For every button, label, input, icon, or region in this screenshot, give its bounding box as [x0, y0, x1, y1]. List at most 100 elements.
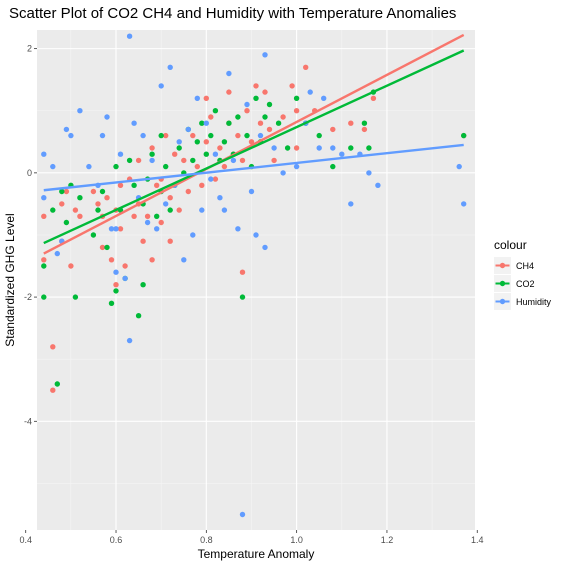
point-humidity	[456, 163, 462, 170]
legend-label-humidity: Humidity	[516, 297, 552, 307]
point-humidity	[63, 126, 70, 133]
point-humidity	[366, 170, 372, 176]
point-humidity	[280, 170, 286, 176]
point-humidity	[99, 132, 106, 139]
point-humidity	[126, 33, 133, 39]
point-humidity	[41, 195, 47, 201]
y-tick-label: -4	[24, 416, 32, 426]
point-humidity	[307, 89, 313, 95]
x-axis-ticks: 0.4 0.6 0.8 1.0 1.2 1.4	[19, 530, 484, 545]
trend-line-humidity	[43, 143, 464, 192]
point-ch4	[226, 89, 232, 95]
point-co2	[77, 195, 83, 201]
point-ch4	[158, 219, 164, 226]
point-co2	[348, 145, 354, 151]
point-co2	[54, 381, 60, 387]
point-ch4	[370, 95, 377, 102]
point-ch4	[330, 126, 336, 133]
point-co2	[113, 288, 119, 294]
x-tick-label: 1.2	[381, 535, 394, 545]
point-ch4	[117, 226, 124, 232]
point-ch4	[99, 244, 106, 251]
point-ch4	[239, 269, 246, 275]
point-humidity	[104, 114, 110, 120]
point-humidity	[339, 151, 345, 157]
point-ch4	[244, 108, 250, 114]
legend-point-co2	[499, 280, 506, 287]
point-co2	[235, 114, 241, 120]
legend-item-ch4: CH4	[494, 257, 534, 274]
point-humidity	[221, 207, 228, 213]
point-ch4	[50, 387, 56, 393]
point-humidity	[253, 232, 259, 238]
point-ch4	[266, 126, 273, 133]
point-co2	[212, 108, 219, 114]
point-ch4	[72, 207, 79, 213]
point-co2	[330, 163, 336, 170]
point-co2	[167, 207, 173, 213]
point-ch4	[203, 95, 209, 102]
point-ch4	[253, 83, 259, 89]
point-ch4	[41, 213, 47, 219]
point-humidity	[348, 201, 354, 207]
point-ch4	[149, 257, 155, 263]
point-co2	[131, 182, 137, 188]
point-ch4	[41, 257, 47, 263]
point-ch4	[59, 201, 65, 207]
y-axis-title: Standardized GHG Level	[3, 213, 17, 346]
point-ch4	[303, 64, 309, 71]
point-humidity	[271, 145, 277, 151]
point-ch4	[176, 207, 182, 213]
point-ch4	[172, 151, 178, 157]
point-co2	[113, 163, 119, 170]
point-ch4	[113, 282, 119, 288]
point-co2	[41, 294, 47, 300]
point-ch4	[68, 263, 74, 269]
point-ch4	[217, 145, 223, 151]
point-co2	[135, 313, 142, 319]
point-co2	[72, 294, 79, 300]
point-co2	[293, 95, 300, 102]
point-co2	[63, 219, 70, 226]
point-humidity	[226, 70, 232, 77]
point-co2	[208, 132, 214, 139]
point-co2	[126, 157, 133, 164]
point-co2	[140, 282, 146, 288]
point-humidity	[122, 275, 128, 282]
point-humidity	[461, 201, 467, 207]
point-co2	[203, 151, 209, 157]
point-ch4	[280, 114, 286, 120]
point-humidity	[140, 132, 146, 139]
x-tick-label: 1.0	[290, 535, 303, 545]
point-humidity	[181, 257, 187, 263]
plot-panel	[37, 30, 475, 530]
point-humidity	[262, 244, 268, 251]
point-co2	[190, 157, 196, 164]
point-ch4	[108, 257, 115, 263]
point-co2	[158, 132, 164, 139]
point-ch4	[90, 188, 97, 195]
point-humidity	[257, 132, 264, 139]
point-ch4	[63, 188, 70, 195]
trend-layer	[43, 33, 465, 255]
point-co2	[163, 163, 169, 170]
point-ch4	[77, 213, 83, 219]
point-humidity	[149, 157, 155, 164]
point-ch4	[199, 182, 205, 188]
point-co2	[194, 139, 200, 145]
point-co2	[59, 188, 65, 195]
point-humidity	[248, 188, 255, 195]
point-ch4	[167, 238, 173, 244]
point-humidity	[126, 337, 133, 344]
point-humidity	[199, 207, 205, 213]
point-ch4	[167, 195, 173, 201]
point-co2	[244, 132, 250, 139]
point-ch4	[203, 139, 209, 145]
point-ch4	[104, 195, 110, 201]
trend-line-ch4	[43, 33, 465, 255]
legend-label-co2: CO2	[516, 279, 535, 289]
y-axis-ticks: -4 -2 0 2	[24, 44, 37, 426]
point-ch4	[208, 114, 214, 120]
point-humidity	[244, 101, 250, 108]
point-ch4	[140, 238, 146, 244]
